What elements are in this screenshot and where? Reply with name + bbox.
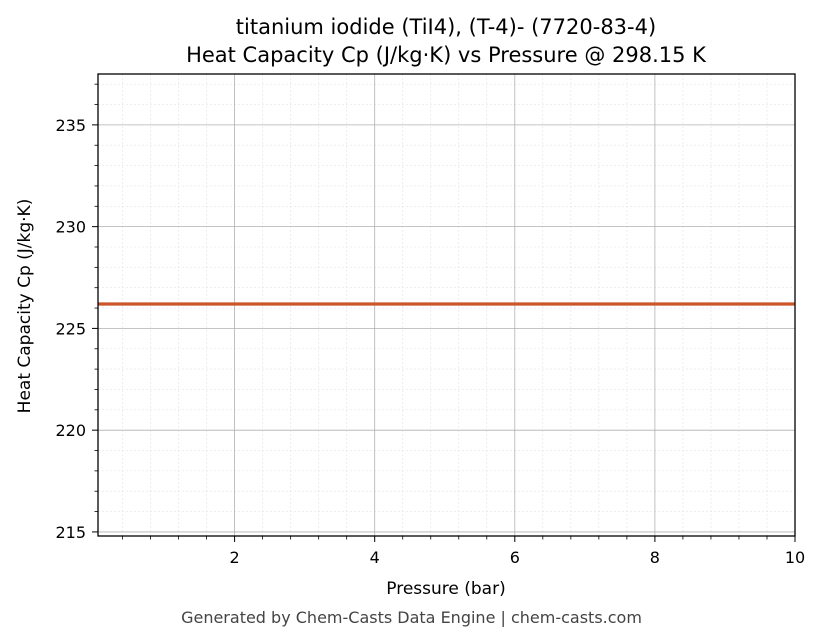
plot-frame <box>97 73 796 537</box>
y-tick-label: 235 <box>55 116 86 135</box>
x-tick-label: 4 <box>370 548 380 567</box>
ticks-layer: 2 4 6 8 10 215 220 225 230 235 <box>55 83 805 567</box>
y-axis-label: Heat Capacity Cp (J/kg·K) <box>15 199 35 414</box>
grid-minor <box>98 74 795 536</box>
x-tick-label: 6 <box>510 548 520 567</box>
x-axis-label: Pressure (bar) <box>386 579 505 599</box>
footer-credit: Generated by Chem-Casts Data Engine | ch… <box>181 608 642 627</box>
y-tick-label: 230 <box>55 218 86 237</box>
y-tick-label: 225 <box>55 319 86 338</box>
grid-major <box>98 74 795 536</box>
chart-title: titanium iodide (TiI4), (T-4)- (7720-83-… <box>236 15 656 39</box>
x-tick-label: 10 <box>785 548 805 567</box>
x-tick-label: 8 <box>650 548 660 567</box>
x-tick-label: 2 <box>230 548 240 567</box>
y-tick-label: 220 <box>55 421 86 440</box>
y-tick-label: 215 <box>55 523 86 542</box>
chart-subtitle: Heat Capacity Cp (J/kg·K) vs Pressure @ … <box>186 43 707 67</box>
